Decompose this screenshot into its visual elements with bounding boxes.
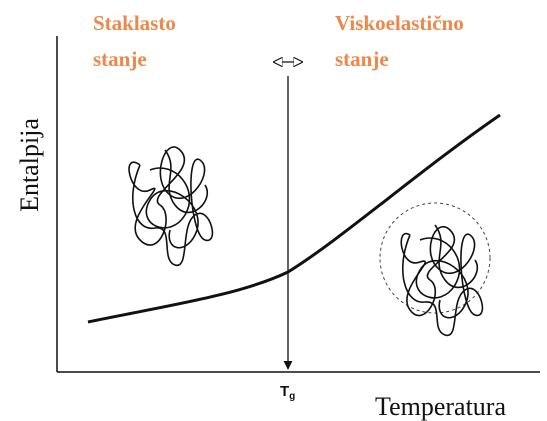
region-label: Viskoelastično (335, 11, 464, 35)
region-label: stanje (335, 47, 389, 71)
region-label: stanje (93, 47, 147, 71)
coil-glassy (128, 146, 214, 266)
region-label: Staklasto (93, 11, 176, 35)
enthalpy-curve (87, 113, 501, 324)
transition-label: Tg (280, 383, 295, 402)
coil-viscoelastic (379, 202, 491, 336)
x-axis-label: Temperatura (375, 392, 506, 421)
y-axis-label: Entalpija (15, 118, 44, 212)
